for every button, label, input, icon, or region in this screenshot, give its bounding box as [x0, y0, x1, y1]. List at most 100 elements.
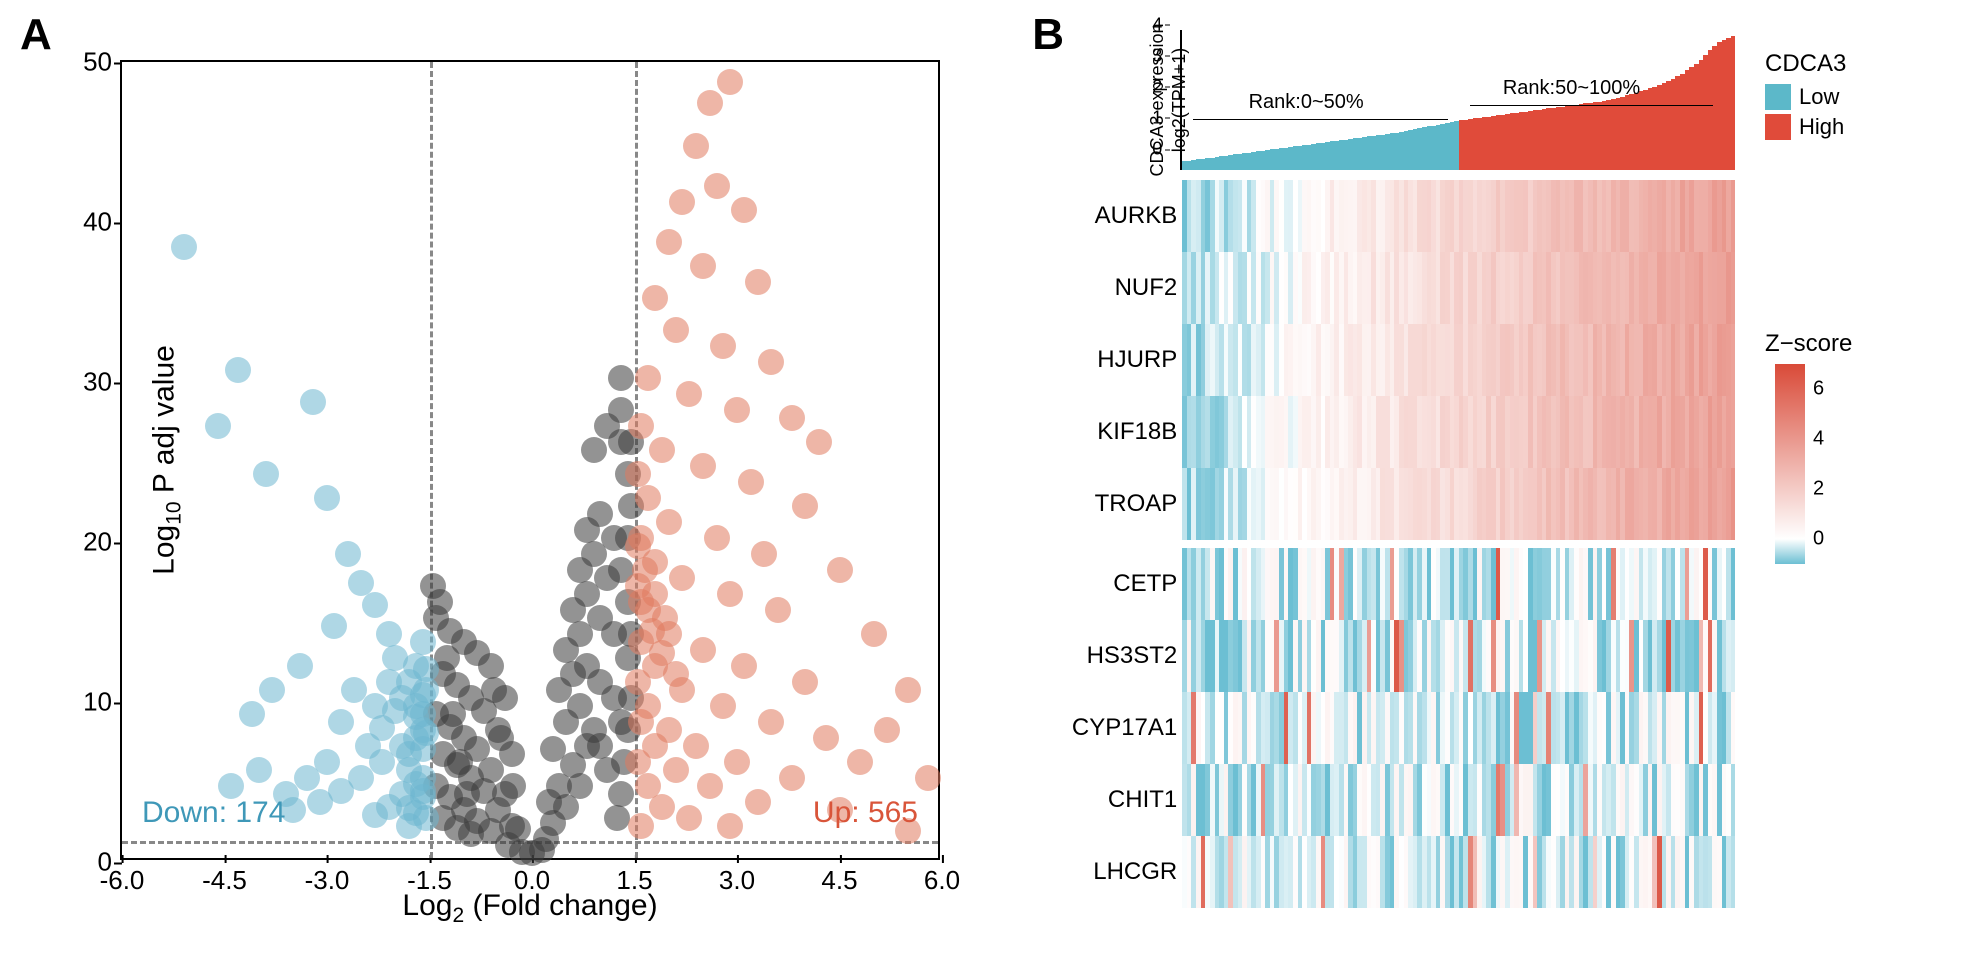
volcano-xtick: 3.0	[719, 865, 755, 896]
rank-right-label: Rank:50~100%	[1503, 77, 1640, 100]
heatmap-row: NUF2	[1182, 252, 1735, 324]
gene-label: HJURP	[1052, 346, 1177, 374]
volcano-point	[642, 581, 668, 607]
heatmap-wrap: AURKBNUF2HJURPKIF18BTROAPCETPHS3ST2CYP17…	[1182, 180, 1735, 908]
heatmap-cell	[1731, 468, 1736, 540]
volcano-point	[704, 173, 730, 199]
volcano-ytick: 20	[72, 527, 112, 558]
volcano-xtick: -4.5	[202, 865, 247, 896]
volcano-point	[628, 709, 654, 735]
volcano-point	[396, 813, 422, 839]
volcano-plot: Log10 P adj value Log2 (Fold change) 010…	[120, 60, 940, 860]
expression-ytick: 3	[1152, 45, 1162, 66]
legend-item: Low	[1765, 84, 1945, 110]
panel-a-label: A	[20, 10, 52, 60]
volcano-point	[335, 541, 361, 567]
volcano-point	[594, 565, 620, 591]
volcano-point	[813, 725, 839, 751]
volcano-point	[663, 661, 689, 687]
volcano-point	[581, 437, 607, 463]
gene-label: KIF18B	[1052, 418, 1177, 446]
volcano-point	[440, 701, 466, 727]
zscore-tick: 4	[1813, 428, 1824, 451]
legend-item: High	[1765, 114, 1945, 140]
volcano-point	[454, 781, 480, 807]
volcano-point	[676, 381, 702, 407]
heatmap-row: KIF18B	[1182, 396, 1735, 468]
volcano-point	[246, 757, 272, 783]
volcano-point	[731, 653, 757, 679]
volcano-point	[259, 677, 285, 703]
volcano-point	[413, 656, 439, 682]
volcano-point	[827, 557, 853, 583]
legend-swatch	[1765, 114, 1791, 140]
volcano-point	[751, 541, 777, 567]
volcano-point	[731, 197, 757, 223]
heatmap-row: AURKB	[1182, 180, 1735, 252]
heatmap-cell	[1731, 180, 1736, 252]
volcano-point	[632, 557, 658, 583]
volcano-point	[779, 765, 805, 791]
expression-ytick: 0	[1152, 139, 1162, 160]
volcano-point	[717, 813, 743, 839]
volcano-point	[710, 693, 736, 719]
heatmap-row: TROAP	[1182, 468, 1735, 540]
volcano-xtick: 0.0	[514, 865, 550, 896]
volcano-xtick: 1.5	[616, 865, 652, 896]
heatmap-cell	[1731, 324, 1736, 396]
volcano-point	[481, 677, 507, 703]
volcano-ytick: 50	[72, 47, 112, 78]
volcano-point	[642, 285, 668, 311]
volcano-point	[376, 621, 402, 647]
panel-b: B CDCA3 expressionlog2(TPM+1) 01234Rank:…	[1052, 20, 1945, 908]
legend-label: High	[1799, 114, 1844, 140]
volcano-point	[861, 621, 887, 647]
volcano-xtick: -3.0	[305, 865, 350, 896]
rank-left-label: Rank:0~50%	[1249, 91, 1364, 114]
expression-ytick: 4	[1152, 14, 1162, 35]
heatmap-row: HS3ST2	[1182, 620, 1735, 692]
legends: CDCA3 LowHigh Z−score 0246	[1765, 30, 1945, 908]
volcano-xtick: -1.5	[407, 865, 452, 896]
volcano-ytick: 10	[72, 687, 112, 718]
volcano-point	[307, 789, 333, 815]
heatmap-cell	[1731, 836, 1736, 908]
volcano-point	[601, 525, 627, 551]
volcano-point	[253, 461, 279, 487]
heatmap-row: LHCGR	[1182, 836, 1735, 908]
volcano-xtick: -6.0	[100, 865, 145, 896]
heatmap-cell	[1731, 548, 1736, 620]
volcano-point	[505, 816, 531, 842]
zscore-tick: 6	[1813, 378, 1824, 401]
volcano-point	[656, 229, 682, 255]
gene-label: TROAP	[1052, 490, 1177, 518]
volcano-wrap: Log10 P adj value Log2 (Fold change) 010…	[120, 60, 972, 860]
volcano-point	[625, 461, 651, 487]
volcano-point	[533, 826, 559, 852]
volcano-point	[683, 733, 709, 759]
volcano-down-count: Down: 174	[142, 796, 285, 830]
volcano-point	[635, 485, 661, 511]
zscore-tick: 0	[1813, 528, 1824, 551]
heatmap-cell	[1731, 764, 1736, 836]
zscore-legend-title: Z−score	[1765, 330, 1945, 358]
volcano-point	[652, 605, 678, 631]
heatmap-cell	[1731, 692, 1736, 764]
volcano-point	[604, 805, 630, 831]
zscore-legend: Z−score 0 2 4 6	[1765, 330, 1945, 564]
expression-bar	[1731, 36, 1736, 170]
volcano-point	[710, 333, 736, 359]
volcano-point	[362, 802, 388, 828]
volcano-point	[314, 485, 340, 511]
volcano-point	[567, 773, 593, 799]
volcano-point	[171, 234, 197, 260]
legend-label: Low	[1799, 84, 1839, 110]
volcano-point	[321, 613, 347, 639]
volcano-point	[628, 813, 654, 839]
volcano-point	[300, 389, 326, 415]
zscore-tick: 2	[1813, 478, 1824, 501]
volcano-point	[649, 794, 675, 820]
volcano-point	[500, 773, 526, 799]
volcano-point	[745, 269, 771, 295]
gene-label: HS3ST2	[1052, 642, 1177, 670]
